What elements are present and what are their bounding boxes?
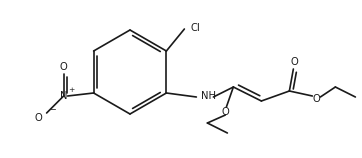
Text: O: O — [60, 62, 67, 72]
Text: NH: NH — [201, 91, 216, 101]
Text: Cl: Cl — [190, 23, 200, 33]
Text: O: O — [312, 94, 320, 104]
Text: N: N — [60, 91, 67, 101]
Text: −: − — [49, 106, 55, 115]
Text: O: O — [290, 57, 298, 67]
Text: O: O — [222, 107, 229, 117]
Text: O: O — [35, 113, 43, 123]
Text: +: + — [69, 87, 75, 93]
